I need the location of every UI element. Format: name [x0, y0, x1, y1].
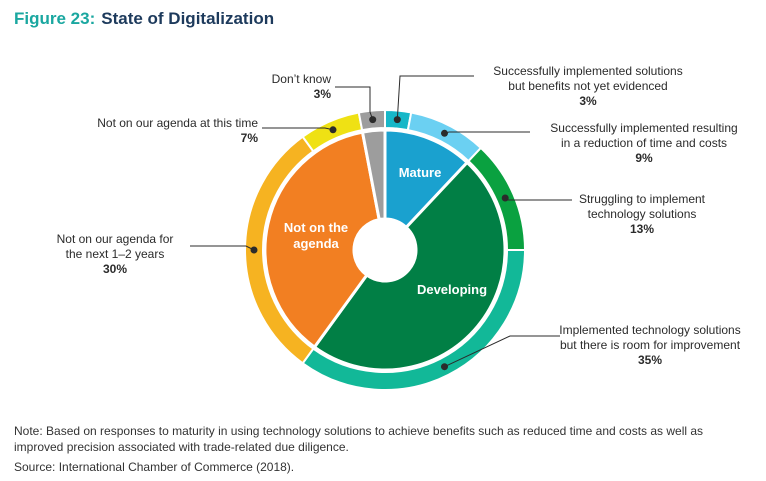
- callout-value-not-on-our-agenda-for-the-next-1-2-years: 30%: [103, 262, 127, 276]
- callout-label-not-on-our-agenda-for-the-next-1-2-years: Not on our agenda for the next 1–2 years: [57, 232, 174, 261]
- callout-line-successfully-implemented-resulting-in-a-reduction-of-time-and-costs: [444, 131, 530, 134]
- figure-title: Figure 23: State of Digitalization: [14, 9, 274, 29]
- callout-label-successfully-implemented-resulting-in-a-reduction-of-time-and-costs: Successfully implemented resulting in a r…: [550, 121, 737, 150]
- callout-line-successfully-implemented-solutions-but-benefits-not-yet-evidenced: [396, 75, 474, 120]
- callout-label-struggling-to-implement-technology-solutions: Struggling to implement technology soluti…: [579, 192, 706, 221]
- callout-label-implemented-technology-solutions-but-there-is-room-for-improvement: Implemented technology solutions but ther…: [559, 323, 740, 352]
- figure-title-text: State of Digitalization: [101, 9, 275, 28]
- figure-note: Note: Based on responses to maturity in …: [14, 424, 704, 454]
- donut-chart: Mature Developing Not on the agenda Successf…: [57, 64, 741, 391]
- inner-label-developing: Developing: [417, 282, 487, 297]
- callout-value-successfully-implemented-solutions-but-benefits-not-yet-evidenced: 3%: [579, 94, 597, 108]
- callout-line-struggling-to-implement-technology-solutions: [504, 197, 572, 201]
- figure-number: Figure 23:: [14, 9, 96, 28]
- callout-value-struggling-to-implement-technology-solutions: 13%: [630, 222, 654, 236]
- callout-value-successfully-implemented-resulting-in-a-reduction-of-time-and-costs: 9%: [635, 151, 653, 165]
- callout-value-implemented-technology-solutions-but-there-is-room-for-improvement: 35%: [638, 353, 662, 367]
- callout-label-not-on-our-agenda-at-this-time: Not on our agenda at this time: [97, 116, 258, 130]
- inner-label-not-on-the-agenda: Not on the agenda: [284, 220, 348, 251]
- inner-slice-not-on-the-agenda: [263, 130, 381, 350]
- callout-label-don-t-know: Don’t know: [272, 72, 332, 86]
- callout-value-don-t-know: 3%: [314, 87, 332, 101]
- figure-source: Source: International Chamber of Commerc…: [14, 460, 295, 474]
- inner-label-mature: Mature: [399, 165, 442, 180]
- callout-value-not-on-our-agenda-at-this-time: 7%: [241, 131, 259, 145]
- callout-label-successfully-implemented-solutions-but-benefits-not-yet-evidenced: Successfully implemented solutions but be…: [493, 64, 682, 93]
- callout-line-don-t-know: [335, 86, 374, 120]
- inner-slice-developing: [312, 160, 507, 372]
- callout-line-not-on-our-agenda-at-this-time: [262, 127, 334, 131]
- callout-line-implemented-technology-solutions-but-there-is-room-for-improvement: [444, 335, 560, 368]
- callout-line-not-on-our-agenda-for-the-next-1-2-years: [190, 245, 255, 251]
- inner-slice-don-t-know: [360, 128, 387, 222]
